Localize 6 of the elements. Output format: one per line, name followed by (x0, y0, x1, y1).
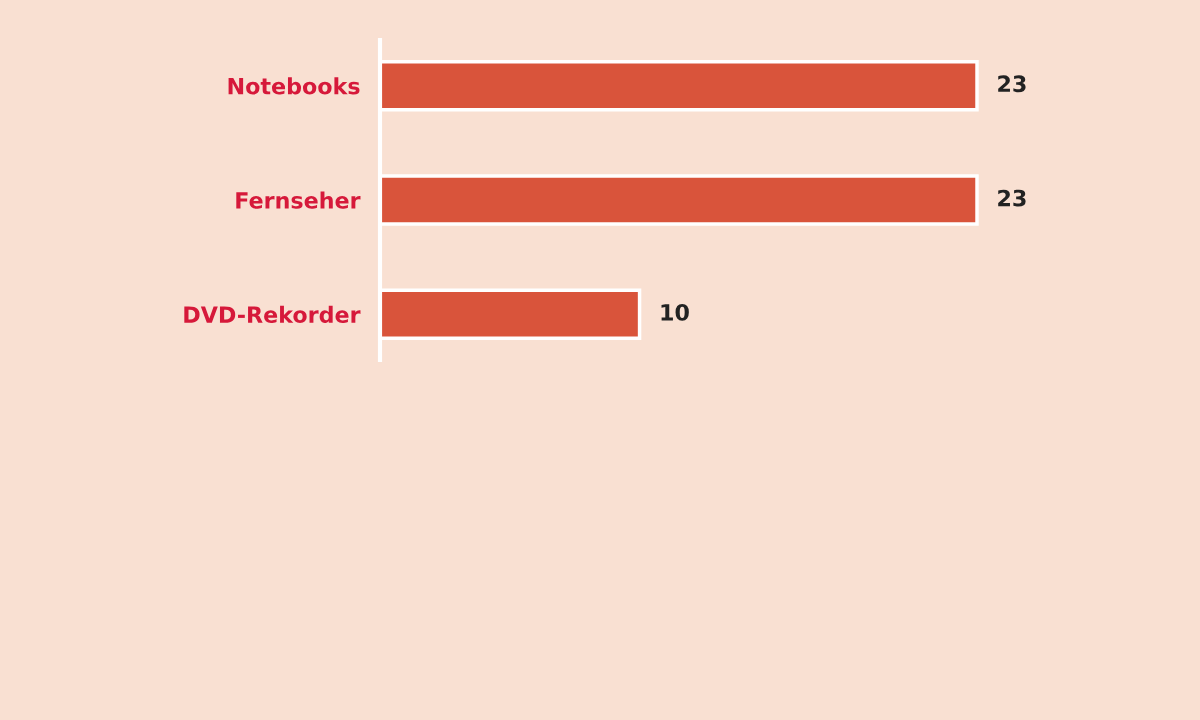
data-label: 23 (998, 189, 1026, 207)
data-label: 23 (998, 75, 1026, 93)
y-tick-label: Fernseher (236, 191, 361, 209)
y-tick-label: Notebooks (228, 77, 360, 95)
y-tick-label: DVD-Rekorder (184, 305, 361, 324)
data-label: 10 (661, 303, 689, 321)
